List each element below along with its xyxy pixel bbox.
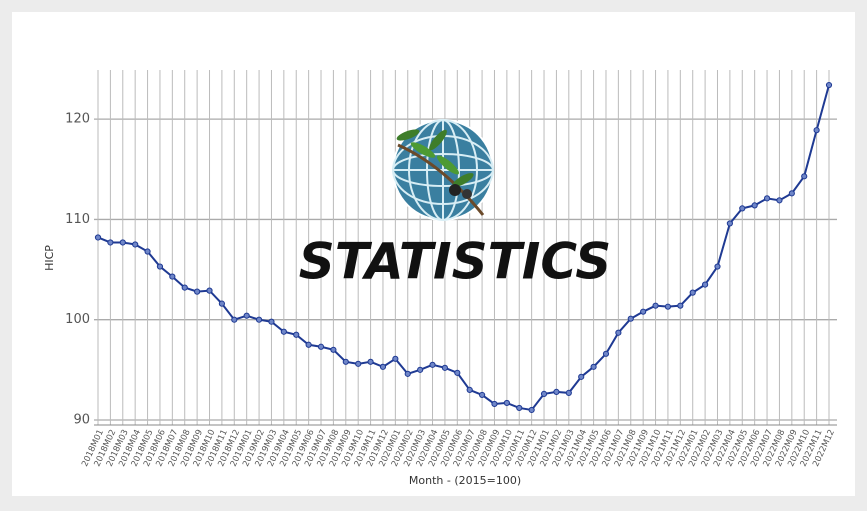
data-point	[540, 390, 548, 398]
data-point	[763, 195, 771, 202]
olive-branch	[396, 129, 485, 216]
data-point	[342, 358, 349, 365]
data-point	[206, 287, 213, 294]
data-point	[466, 386, 473, 394]
data-point	[429, 361, 436, 368]
data-point	[553, 388, 560, 396]
data-point	[751, 202, 758, 209]
data-point	[305, 341, 312, 348]
y-tick-label: 110	[65, 212, 90, 227]
data-point	[417, 366, 424, 373]
data-point	[590, 363, 597, 370]
data-point	[441, 364, 449, 371]
data-point	[454, 369, 461, 376]
data-point	[578, 373, 585, 380]
data-point	[689, 289, 696, 296]
data-point	[156, 263, 164, 270]
data-point	[726, 220, 733, 227]
data-point	[640, 308, 647, 315]
chart-panel	[12, 12, 855, 496]
grid	[94, 70, 837, 425]
data-point	[478, 391, 486, 399]
data-point	[801, 173, 808, 180]
data-point	[627, 315, 634, 322]
watermark: STATISTICS	[299, 233, 612, 291]
data-point	[144, 248, 151, 255]
data-point	[330, 346, 337, 353]
data-point	[280, 328, 287, 335]
data-point	[714, 263, 721, 270]
data-point	[119, 239, 126, 246]
data-point	[404, 370, 411, 377]
data-point	[194, 288, 201, 295]
y-axis-label: HICP	[43, 245, 56, 271]
logo	[392, 119, 494, 221]
data-point	[132, 241, 139, 248]
data-point	[615, 329, 622, 336]
data-point	[169, 273, 176, 280]
data-point	[664, 303, 672, 310]
data-point	[231, 316, 238, 323]
data-point	[392, 355, 399, 362]
data-point	[825, 81, 833, 89]
data-point	[776, 197, 783, 204]
data-point	[94, 234, 102, 241]
y-tick-label: 120	[65, 112, 90, 127]
data-point	[652, 302, 659, 309]
data-point	[379, 363, 387, 370]
data-point	[243, 312, 250, 319]
data-point	[677, 302, 684, 309]
data-point	[528, 406, 535, 414]
data-point	[516, 404, 523, 412]
x-axis-label: Month - (2015=100)	[409, 474, 521, 487]
data-point	[788, 190, 795, 197]
data-point	[367, 358, 374, 365]
data-point	[491, 400, 498, 408]
data-point	[739, 205, 746, 212]
data-point	[702, 281, 709, 288]
data-point	[813, 127, 820, 134]
data-point	[255, 316, 263, 323]
data-point	[181, 284, 188, 291]
data-point	[317, 343, 325, 350]
y-tick-label: 100	[65, 312, 90, 327]
data-point	[218, 300, 225, 307]
y-tick-label: 90	[73, 412, 90, 427]
data-point	[107, 239, 114, 246]
data-point	[565, 389, 572, 397]
data-point	[602, 350, 610, 357]
data-point	[503, 399, 510, 407]
data-point	[293, 331, 300, 338]
data-point	[268, 318, 275, 325]
data-point	[355, 360, 362, 367]
